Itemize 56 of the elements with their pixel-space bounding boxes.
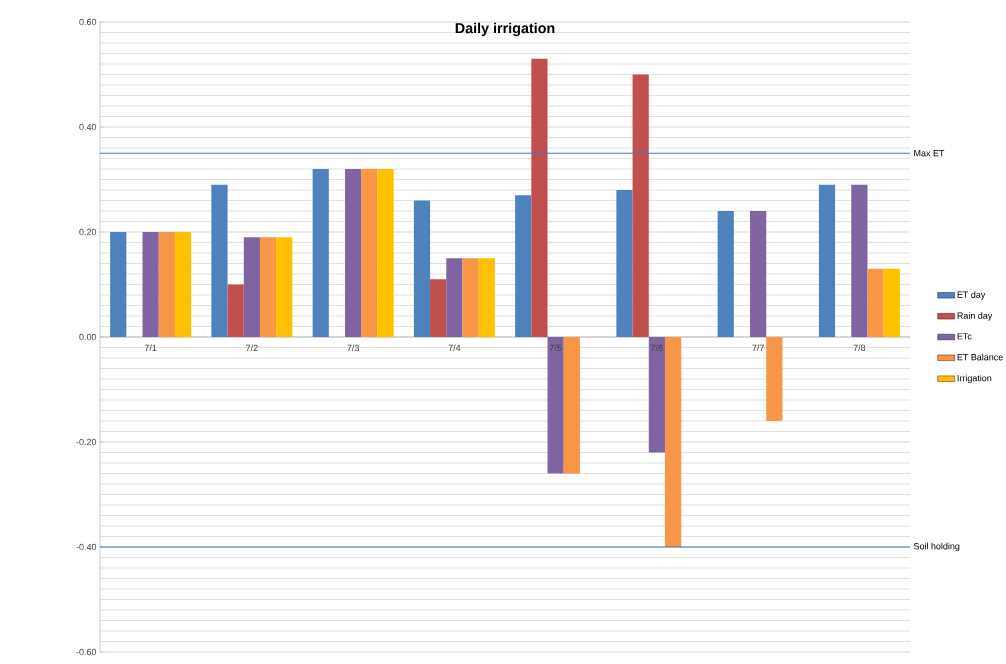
x-tick-label: 7/8 (853, 344, 866, 352)
bar (563, 337, 580, 474)
bar (818, 184, 836, 337)
bar (851, 184, 868, 337)
bar (345, 169, 362, 337)
bar (142, 232, 159, 337)
y-tick-label: 0.60 (79, 18, 97, 26)
x-tick-label: 7/2 (246, 344, 258, 352)
x-tick-label: 7/5 (549, 344, 562, 352)
bar (312, 169, 329, 337)
chart-title: Daily irrigation (455, 22, 555, 37)
x-tick-label: 7/3 (347, 344, 359, 352)
bar (413, 200, 431, 337)
bar (478, 258, 495, 337)
x-tick-label: 7/1 (144, 344, 157, 352)
bar (377, 169, 394, 337)
bar (547, 337, 564, 474)
legend-label: Irrigation (957, 374, 992, 384)
bar (243, 237, 260, 337)
bar (648, 337, 665, 453)
legend-label: ETc (957, 333, 972, 340)
bar (446, 258, 463, 337)
bar (717, 211, 734, 337)
x-tick-label: 7/6 (651, 344, 663, 352)
bar (276, 237, 293, 337)
bar (750, 211, 767, 337)
bar (766, 337, 783, 421)
legend-label: ET Balance (957, 353, 1003, 361)
bar (158, 232, 175, 337)
ref-line-label: Soil holding (913, 542, 960, 552)
y-tick-label: 0.00 (79, 333, 97, 341)
bar (462, 258, 479, 337)
bar (259, 237, 277, 337)
bar (867, 268, 884, 337)
bar (227, 284, 244, 337)
bar (883, 268, 900, 337)
legend-label: ET day (957, 291, 986, 300)
bar (211, 184, 228, 337)
bar (531, 58, 548, 337)
bar (430, 279, 447, 337)
x-tick-label: 7/4 (448, 344, 461, 352)
bar (110, 232, 127, 337)
y-tick-label: -0.20 (76, 438, 97, 446)
ref-line-label: Max ET (914, 150, 945, 157)
y-tick-label: 0.20 (79, 228, 97, 236)
bar (632, 74, 649, 337)
bar (515, 195, 532, 337)
bar (664, 337, 682, 547)
bar (174, 232, 192, 337)
legend-label: Rain day (957, 312, 993, 321)
y-tick-label: -0.40 (76, 543, 97, 551)
y-tick-label: -0.60 (76, 648, 97, 656)
bar (361, 169, 378, 337)
bar (616, 190, 633, 337)
y-tick-label: 0.40 (79, 123, 97, 131)
x-tick-label: 7/7 (752, 344, 764, 352)
